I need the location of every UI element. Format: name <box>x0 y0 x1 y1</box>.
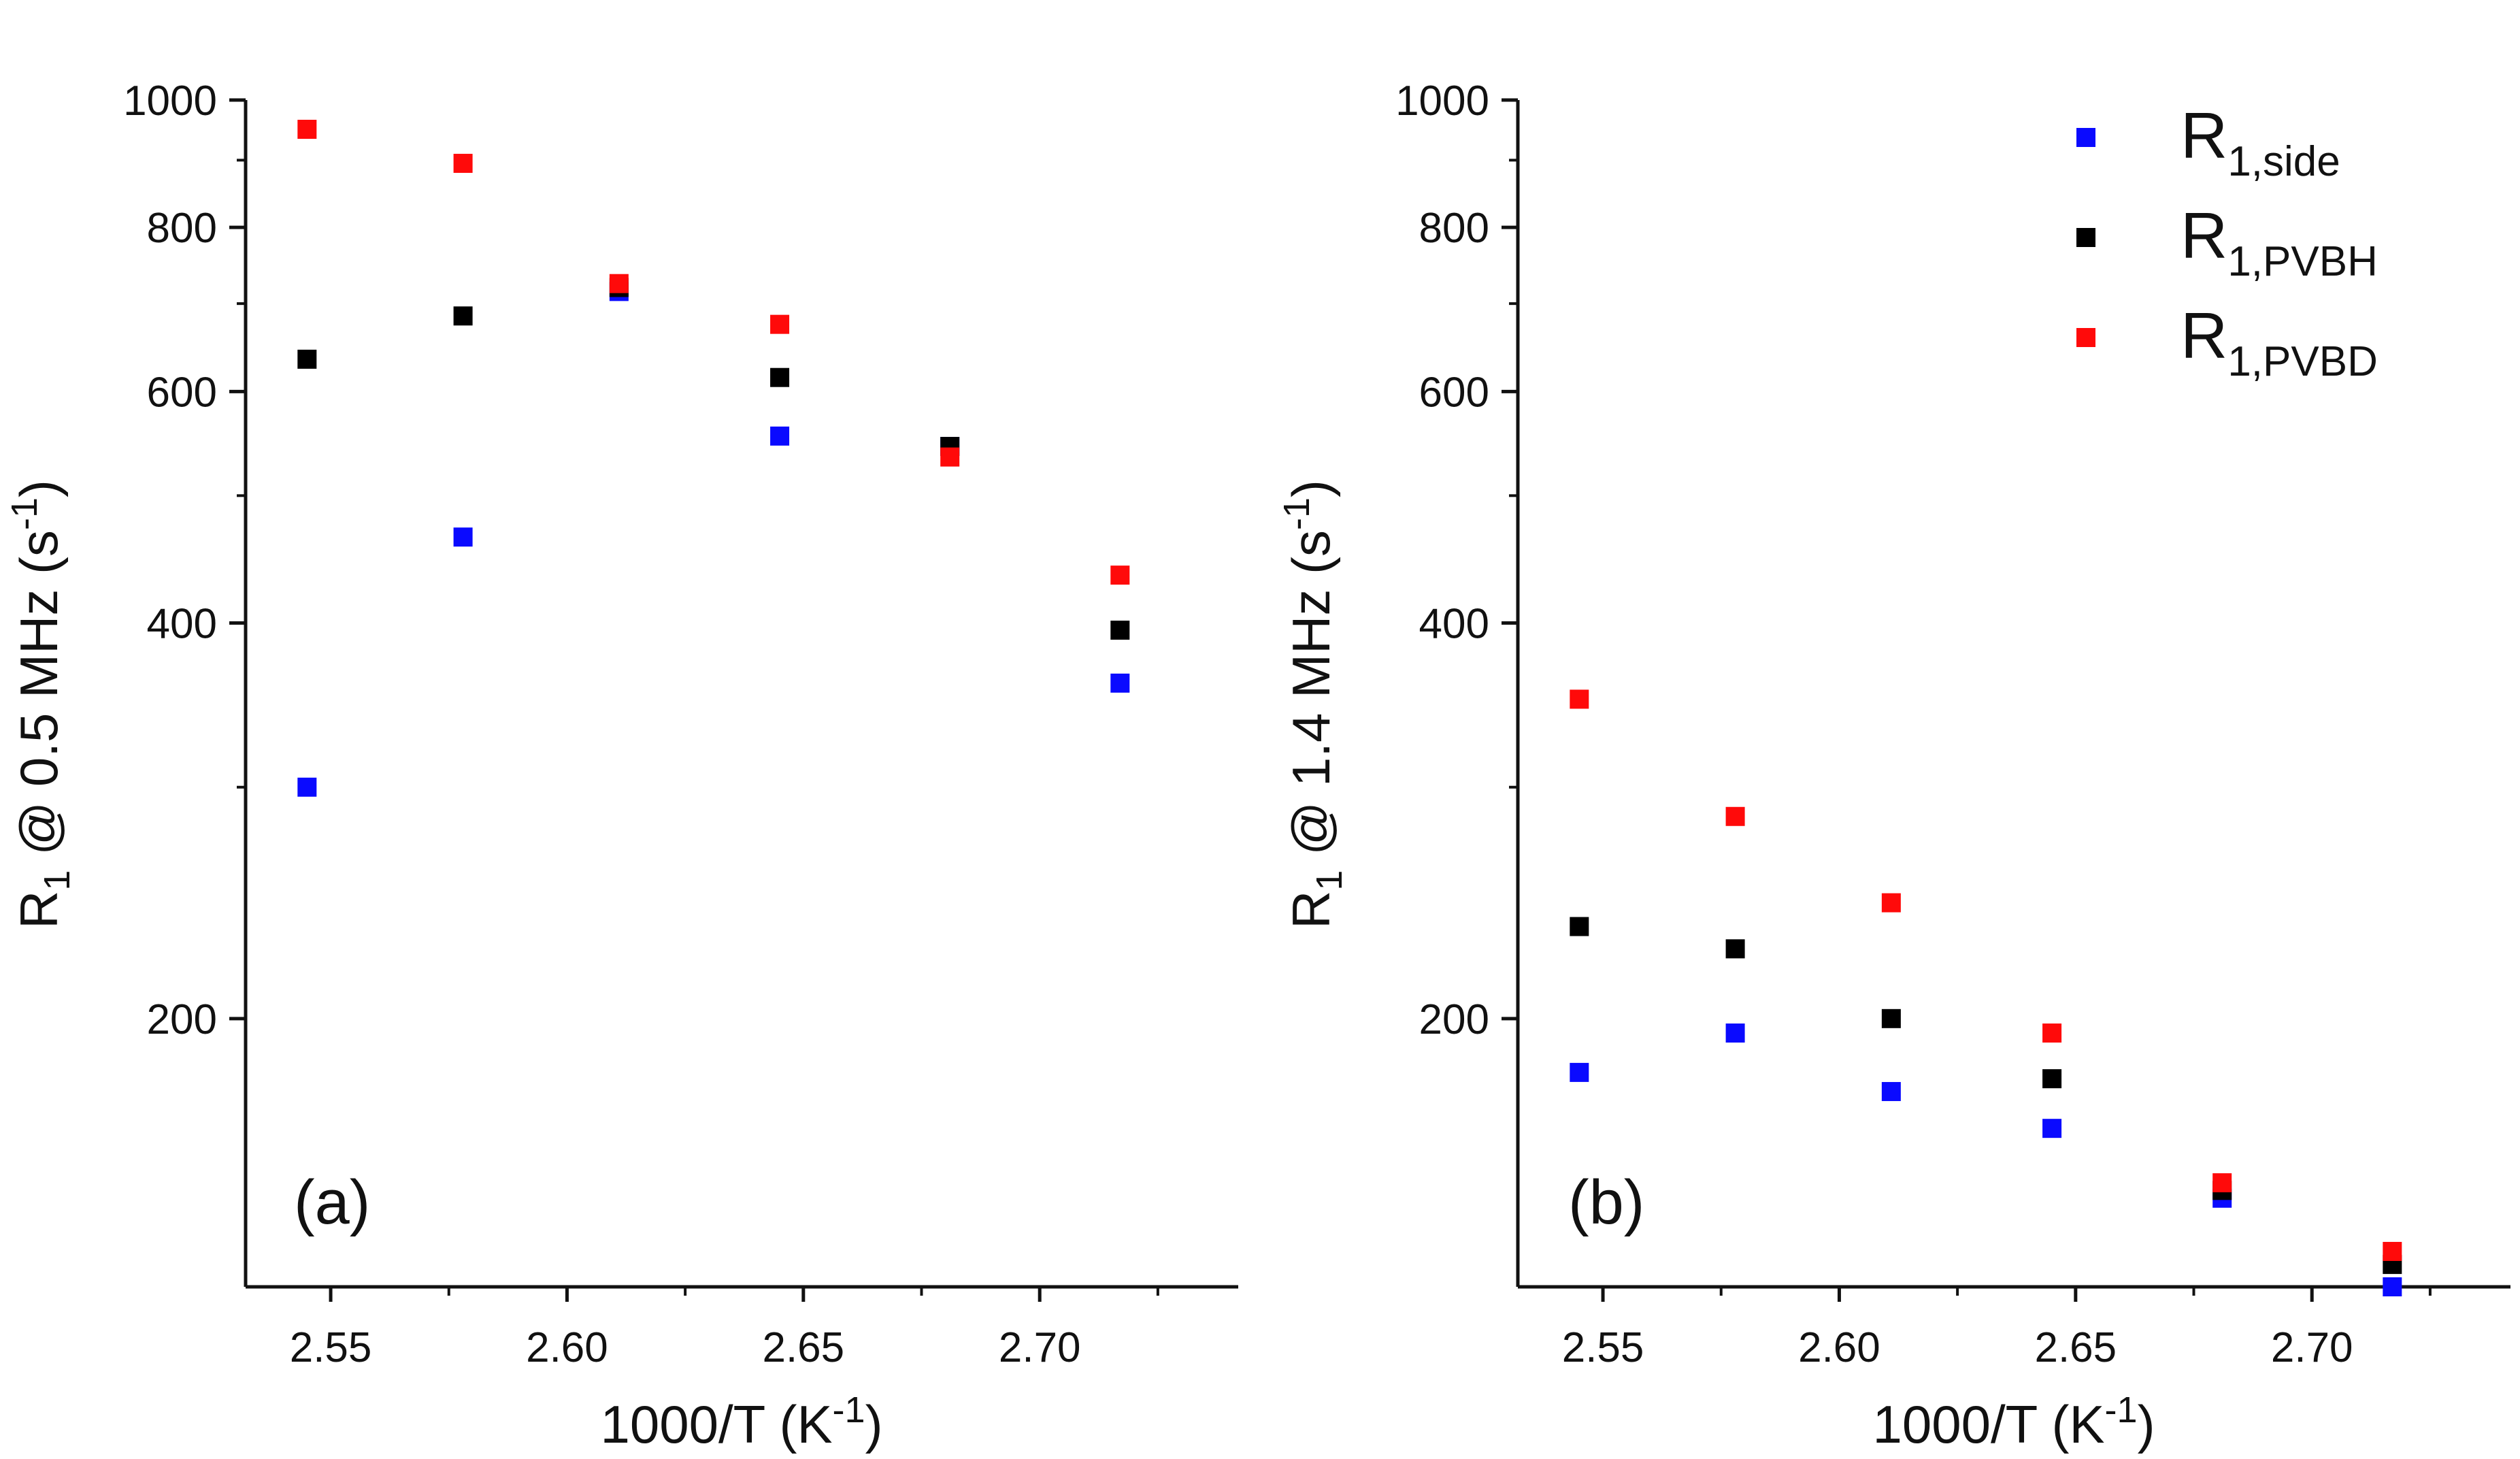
legend-label-side: R1,side <box>2181 99 2340 185</box>
legend-marker-pvbh <box>2076 228 2095 247</box>
panel-b-x-axis-title: 1000/T (K-1) <box>1872 1390 2155 1454</box>
series-r1-pvbd <box>1570 689 2402 1261</box>
data-point <box>297 777 317 797</box>
data-point <box>1881 893 1901 913</box>
panel-a-x-axis-title: 1000/T (K-1) <box>600 1390 882 1454</box>
panel-b: 2.55 2.60 2.65 2.70 200 400 600 800 1000 1000/T… <box>1276 78 2510 1454</box>
panel-a-y-ticks: 200 400 600 800 1000 <box>123 78 246 1043</box>
panel-a-axes <box>244 100 1238 1289</box>
x-tick-label: 2.65 <box>2034 1324 2117 1371</box>
data-point <box>1725 806 1745 826</box>
panel-a-y-axis-title: R1 @ 0.5 MHz (s-1) <box>4 480 78 929</box>
data-point <box>770 367 790 387</box>
x-tick-label: 2.60 <box>1798 1324 1880 1371</box>
y-tick-label: 600 <box>1419 369 1489 416</box>
data-point <box>2042 1119 2062 1138</box>
data-point <box>1725 939 1745 959</box>
series-r1-side <box>297 282 1130 797</box>
data-point <box>1725 1023 1745 1043</box>
data-point <box>453 306 473 326</box>
y-tick-label: 800 <box>147 205 217 252</box>
panel-a-data-points <box>297 120 1130 797</box>
data-point <box>940 447 960 467</box>
legend-label-pvbd: R1,PVBD <box>2181 299 2378 385</box>
y-tick-label: 600 <box>147 369 217 416</box>
legend-entry-pvbd: R1,PVBD <box>2076 299 2378 385</box>
x-tick-label: 2.65 <box>762 1324 844 1371</box>
series-r1-pvbh <box>1570 917 2402 1275</box>
series-r1-pvbd <box>297 120 1130 585</box>
panel-b-y-ticks: 200 400 600 800 1000 <box>1395 78 1518 1043</box>
x-tick-label: 2.60 <box>526 1324 608 1371</box>
data-point <box>1110 565 1130 585</box>
data-point <box>297 349 317 369</box>
data-point <box>609 274 629 293</box>
series-r1-side <box>1570 1023 2402 1296</box>
data-point <box>770 426 790 446</box>
data-point <box>1570 1062 1589 1082</box>
panel-a: 2.55 2.60 2.65 2.70 200 400 600 800 1000 1000/T… <box>4 78 1238 1454</box>
y-tick-label: 200 <box>1419 996 1489 1043</box>
data-point <box>1881 1009 1901 1028</box>
legend-entry-side: R1,side <box>2076 99 2340 185</box>
y-tick-label: 400 <box>1419 600 1489 647</box>
data-point <box>453 154 473 174</box>
panel-b-label: (b) <box>1568 1168 1644 1237</box>
x-tick-label: 2.55 <box>1562 1324 1644 1371</box>
legend-marker-pvbd <box>2076 328 2095 347</box>
data-point <box>2383 1277 2402 1296</box>
data-point <box>2042 1023 2062 1043</box>
panel-b-data-points <box>1570 689 2402 1296</box>
legend: R1,side R1,PVBH R1,PVBD <box>2076 99 2378 385</box>
y-tick-label: 200 <box>147 996 217 1043</box>
panel-b-axes <box>1516 100 2510 1289</box>
data-point <box>1570 917 1589 936</box>
panel-b-x-ticks: 2.55 2.60 2.65 2.70 <box>1562 1287 2432 1371</box>
y-tick-label: 1000 <box>123 78 217 125</box>
panel-b-y-axis-title: R1 @ 1.4 MHz (s-1) <box>1276 480 1350 929</box>
data-point <box>2212 1173 2232 1193</box>
panel-a-label: (a) <box>294 1168 370 1237</box>
legend-marker-side <box>2076 128 2095 147</box>
data-point <box>1110 673 1130 693</box>
data-point <box>1570 689 1589 709</box>
x-tick-label: 2.55 <box>290 1324 372 1371</box>
data-point <box>1110 621 1130 640</box>
y-tick-label: 800 <box>1419 205 1489 252</box>
legend-label-pvbh: R1,PVBH <box>2181 199 2378 285</box>
legend-entry-pvbh: R1,PVBH <box>2076 199 2378 285</box>
data-point <box>297 120 317 140</box>
data-point <box>770 314 790 334</box>
data-point <box>2383 1241 2402 1261</box>
x-tick-label: 2.70 <box>2271 1324 2353 1371</box>
data-point <box>2042 1069 2062 1089</box>
data-point <box>453 527 473 547</box>
series-r1-pvbh <box>297 278 1130 640</box>
data-point <box>1881 1082 1901 1102</box>
y-tick-label: 400 <box>147 600 217 647</box>
panel-a-x-ticks: 2.55 2.60 2.65 2.70 <box>290 1287 1159 1371</box>
x-tick-label: 2.70 <box>999 1324 1081 1371</box>
y-tick-label: 1000 <box>1395 78 1489 125</box>
